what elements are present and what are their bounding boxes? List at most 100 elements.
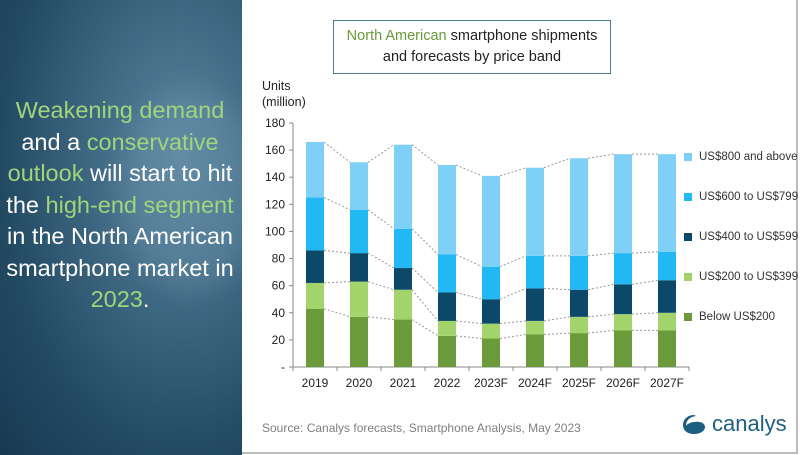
connector-line <box>323 197 351 211</box>
connector-line <box>411 319 439 337</box>
y-axis-label-line2: (million) <box>262 95 306 109</box>
connector-line <box>323 249 351 254</box>
legend-swatch <box>684 273 692 281</box>
bar-segment <box>438 165 456 255</box>
x-tick-label: 2020 <box>346 376 373 390</box>
bar-segment <box>658 154 676 252</box>
bar-segment <box>658 312 676 331</box>
bar-segment <box>614 284 632 315</box>
bar-segment <box>394 268 412 290</box>
connector-line <box>323 308 351 318</box>
bar-segment <box>482 175 500 267</box>
bar-segment <box>482 338 500 367</box>
connector-line <box>411 228 439 255</box>
y-tick-label: 180 <box>265 116 285 130</box>
connector-line <box>411 289 439 322</box>
x-tick-label: 2021 <box>390 376 417 390</box>
y-tick-label: - <box>281 360 285 374</box>
legend-item: US$400 to US$599 <box>684 230 800 270</box>
connector-line <box>631 251 659 254</box>
bar-segment <box>526 334 544 367</box>
y-tick-label: 140 <box>265 170 285 184</box>
legend-item: US$200 to US$399 <box>684 270 800 310</box>
legend-item: US$800 and above <box>684 150 800 190</box>
bar-segment <box>306 197 324 251</box>
legend-item: US$600 to US$799 <box>684 190 800 230</box>
connector-line <box>499 167 527 177</box>
connector-line <box>587 283 615 291</box>
bar-segment <box>394 144 412 229</box>
bar-segment <box>350 162 368 210</box>
bar-segment <box>526 320 544 335</box>
legend-label: US$800 and above <box>699 151 798 163</box>
bar-segment <box>658 330 676 367</box>
headline-segment: and a <box>21 128 87 155</box>
source-note: Source: Canalys forecasts, Smartphone An… <box>262 421 581 435</box>
headline-segment: will start to hit the <box>6 160 233 218</box>
bar-segment <box>658 280 676 313</box>
legend-swatch <box>684 153 692 161</box>
y-axis-label-line1: Units <box>262 79 291 93</box>
bar-segment <box>570 333 588 367</box>
bar-segment <box>614 314 632 331</box>
connector-line <box>499 287 527 300</box>
x-tick-label: 2019 <box>302 376 329 390</box>
x-tick-label: 2025F <box>562 376 596 390</box>
connector-line <box>367 209 395 230</box>
bar-segment <box>614 253 632 285</box>
bar-segment <box>306 282 324 309</box>
bar-segment <box>658 251 676 281</box>
connector-line <box>455 291 483 300</box>
y-tick-label: 60 <box>272 279 286 293</box>
bar-segment <box>570 289 588 317</box>
legend-label: US$600 to US$799 <box>699 191 799 203</box>
connector-line <box>367 316 395 321</box>
y-tick-label: 160 <box>265 143 285 157</box>
connector-line <box>499 255 527 268</box>
connector-line <box>455 254 483 268</box>
legend-item: Below US$200 <box>684 310 800 350</box>
y-tick-label: 100 <box>265 224 285 238</box>
x-tick-label: 2024F <box>518 376 552 390</box>
connector-line <box>587 329 615 334</box>
y-axis-label: Units (million) <box>262 78 306 110</box>
headline-highlight: conservative outlook <box>7 128 219 187</box>
bar-segment <box>438 292 456 321</box>
bar-segment <box>306 141 324 198</box>
logo-text: canalys <box>712 411 787 436</box>
bar-segment <box>350 209 368 254</box>
hero-photo-panel: Weakening demand and a conservative outl… <box>0 0 260 455</box>
connector-line <box>587 252 615 257</box>
bar-segment <box>570 158 588 256</box>
headline-text: Weakening demand and a conservative outl… <box>0 95 240 316</box>
connector-line <box>543 287 571 291</box>
bar-segment <box>394 319 412 367</box>
chart-title-highlight: North American <box>346 28 447 44</box>
connector-line <box>367 144 395 163</box>
bar-segment <box>350 281 368 317</box>
headline-segment: in the North American smartphone market <box>6 223 233 281</box>
bar-segment <box>482 299 500 324</box>
bar-segment <box>526 255 544 289</box>
y-tick-label: 120 <box>265 197 285 211</box>
bar-segment <box>394 228 412 269</box>
bar-segment <box>526 167 544 256</box>
bar-segment <box>438 254 456 293</box>
bar-segment <box>614 330 632 367</box>
x-tick-label: 2026F <box>606 376 640 390</box>
chart-panel <box>242 0 798 454</box>
connector-line <box>323 281 351 284</box>
bar-segment <box>526 288 544 321</box>
connector-line <box>587 313 615 318</box>
connector-line <box>411 267 439 293</box>
legend-swatch <box>684 233 692 241</box>
connector-line <box>499 333 527 340</box>
headline-segment: in <box>215 254 234 281</box>
canalys-logo-icon <box>683 415 705 434</box>
x-tick-label: 2023F <box>474 376 508 390</box>
chart-title: North American smartphone shipments and … <box>333 20 611 74</box>
phone-hand-image <box>120 90 260 290</box>
bar-segment <box>394 289 412 320</box>
bar-segment <box>438 320 456 336</box>
